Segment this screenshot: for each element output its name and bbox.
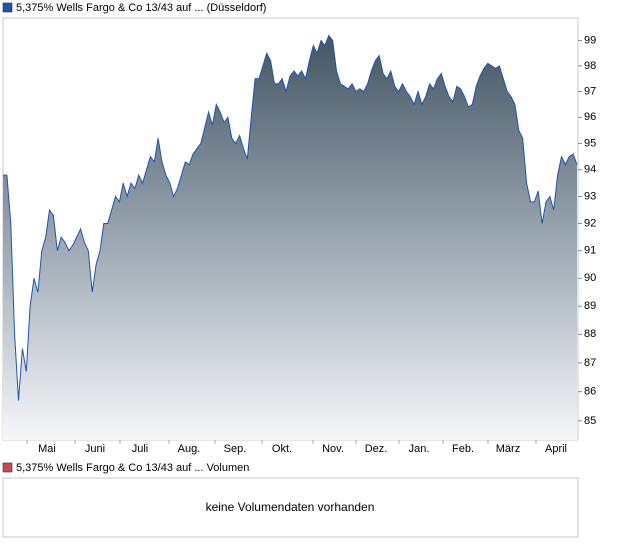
y-tick-label: 92 [584, 217, 596, 229]
x-tick-label: Okt. [272, 443, 292, 455]
y-tick-label: 85 [584, 415, 596, 427]
y-tick-label: 96 [584, 111, 596, 123]
legend-swatch [2, 462, 13, 473]
x-tick-label: Mai [38, 443, 56, 455]
y-tick-label: 99 [584, 34, 596, 46]
y-tick-label: 88 [584, 328, 596, 340]
y-tick-label: 86 [584, 386, 596, 398]
x-tick-label: Juli [132, 443, 149, 455]
legend-label: 5,375% Wells Fargo & Co 13/43 auf ... Vo… [16, 462, 249, 474]
x-tick-label: Dez. [365, 443, 388, 455]
x-tick-label: Sep. [224, 443, 247, 455]
x-tick-label: Feb. [452, 443, 474, 455]
x-tick-label: April [545, 443, 567, 455]
area-fill [3, 35, 577, 440]
y-tick-label: 98 [584, 60, 596, 72]
volume-message: keine Volumendaten vorhanden [206, 500, 375, 514]
y-tick-label: 97 [584, 85, 596, 97]
y-tick-label: 95 [584, 137, 596, 149]
x-tick-label: März [496, 443, 520, 455]
y-tick-label: 87 [584, 357, 596, 369]
y-tick-label: 89 [584, 300, 596, 312]
legend-label: 5,375% Wells Fargo & Co 13/43 auf ... (D… [16, 2, 266, 14]
price-line [3, 34, 578, 401]
legend-swatch [2, 2, 13, 13]
x-tick-label: Juni [85, 443, 105, 455]
x-tick-label: Aug. [178, 443, 201, 455]
y-tick-label: 91 [584, 245, 596, 257]
volume-frame [2, 477, 579, 538]
x-tick-label: Nov. [322, 443, 344, 455]
y-tick-label: 94 [584, 164, 596, 176]
y-tick-label: 90 [584, 272, 596, 284]
y-tick-label: 93 [584, 190, 596, 202]
x-tick-label: Jan. [409, 443, 430, 455]
